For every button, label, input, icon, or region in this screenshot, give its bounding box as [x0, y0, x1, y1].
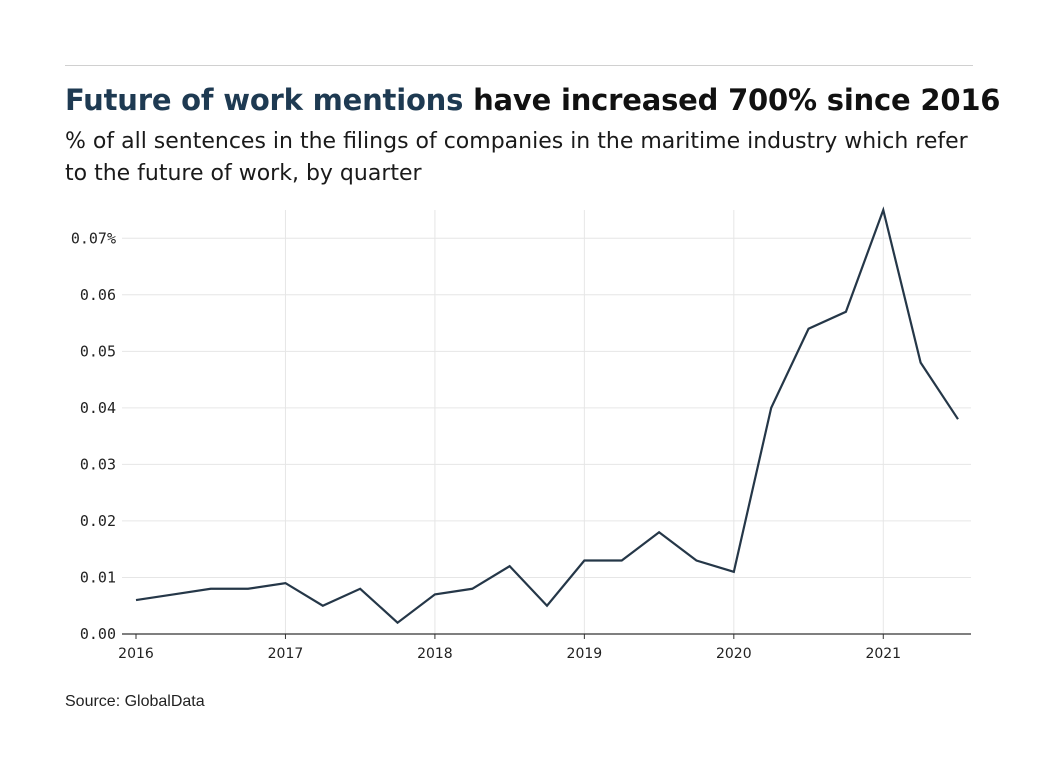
y-tick-label: 0.00 [80, 625, 116, 643]
x-tick-label: 2016 [118, 646, 154, 662]
grid-layer [122, 210, 971, 634]
chart-title: Future of work mentions have increased 7… [65, 82, 1000, 118]
x-tick-label: 2018 [417, 646, 453, 662]
axis-layer [122, 633, 971, 639]
x-tick-label: 2017 [268, 646, 304, 662]
x-tick-label: 2019 [567, 646, 603, 662]
source-note: Source: GlobalData [65, 693, 205, 710]
top-rule [65, 65, 973, 66]
y-tick-label: 0.06 [80, 286, 116, 304]
x-tick-label: 2020 [716, 646, 752, 662]
y-tick-label: 0.07% [71, 229, 116, 247]
chart-title-highlight: Future of work mentions [65, 83, 464, 117]
line-chart: 2016 2017 2018 2019 2020 2021 0.00 0.01 0.02 0.03… [71, 206, 971, 662]
chart-subtitle: % of all sentences in the filings of com… [65, 129, 968, 186]
y-tick-label: 0.02 [80, 512, 116, 530]
series-layer [135, 206, 959, 625]
chart-title-rest: have increased 700% since 2016 [463, 83, 1001, 117]
series-line [135, 206, 959, 625]
y-tick-label: 0.05 [80, 342, 116, 360]
y-tick-label: 0.03 [80, 455, 116, 473]
tick-label-layer: 2016 2017 2018 2019 2020 2021 0.00 0.01 0.02 0.03… [71, 229, 901, 662]
y-tick-label: 0.04 [80, 399, 116, 417]
x-tick-label: 2021 [865, 646, 901, 662]
y-tick-label: 0.01 [80, 568, 116, 586]
